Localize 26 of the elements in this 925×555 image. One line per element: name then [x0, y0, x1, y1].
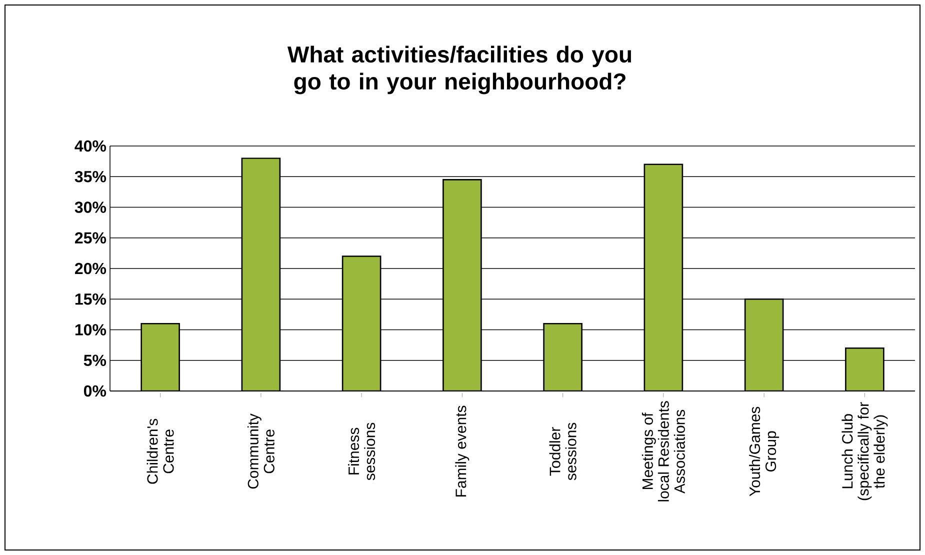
bar	[543, 322, 582, 391]
bar	[342, 256, 382, 391]
bar	[644, 164, 684, 391]
chart-title: What activities/facilities do you go to in your neighbourhood?	[287, 46, 632, 94]
x-tick-label: Lunch Club (specifically for the elderly)	[842, 402, 888, 500]
x-tick-label: Children's Centre	[146, 418, 174, 484]
x-tick-label: Fitness sessions	[348, 422, 376, 480]
bar	[442, 179, 482, 391]
bar	[845, 347, 884, 391]
y-tick-label: 5%	[84, 354, 106, 366]
y-tick-label: 15%	[75, 293, 106, 305]
y-tick-label: 40%	[74, 140, 106, 152]
y-tick-label: 10%	[75, 324, 106, 336]
y-tick-label: 25%	[75, 232, 106, 244]
x-tick-label: Youth/Games Group	[749, 406, 780, 496]
bar	[744, 298, 784, 391]
bar	[140, 322, 180, 391]
bar	[241, 158, 281, 391]
y-tick-label: 30%	[74, 202, 106, 213]
x-tick-label: Family events	[455, 406, 470, 496]
y-tick-label: 35%	[74, 170, 106, 182]
y-tick-label: 20%	[75, 262, 106, 274]
x-tick-label: Community Centre	[247, 414, 274, 489]
x-tick-label: Meetings of local Residents Associations	[642, 401, 685, 502]
x-tick-label: Toddler sessions	[549, 422, 576, 480]
y-tick-label: 0%	[84, 385, 106, 397]
